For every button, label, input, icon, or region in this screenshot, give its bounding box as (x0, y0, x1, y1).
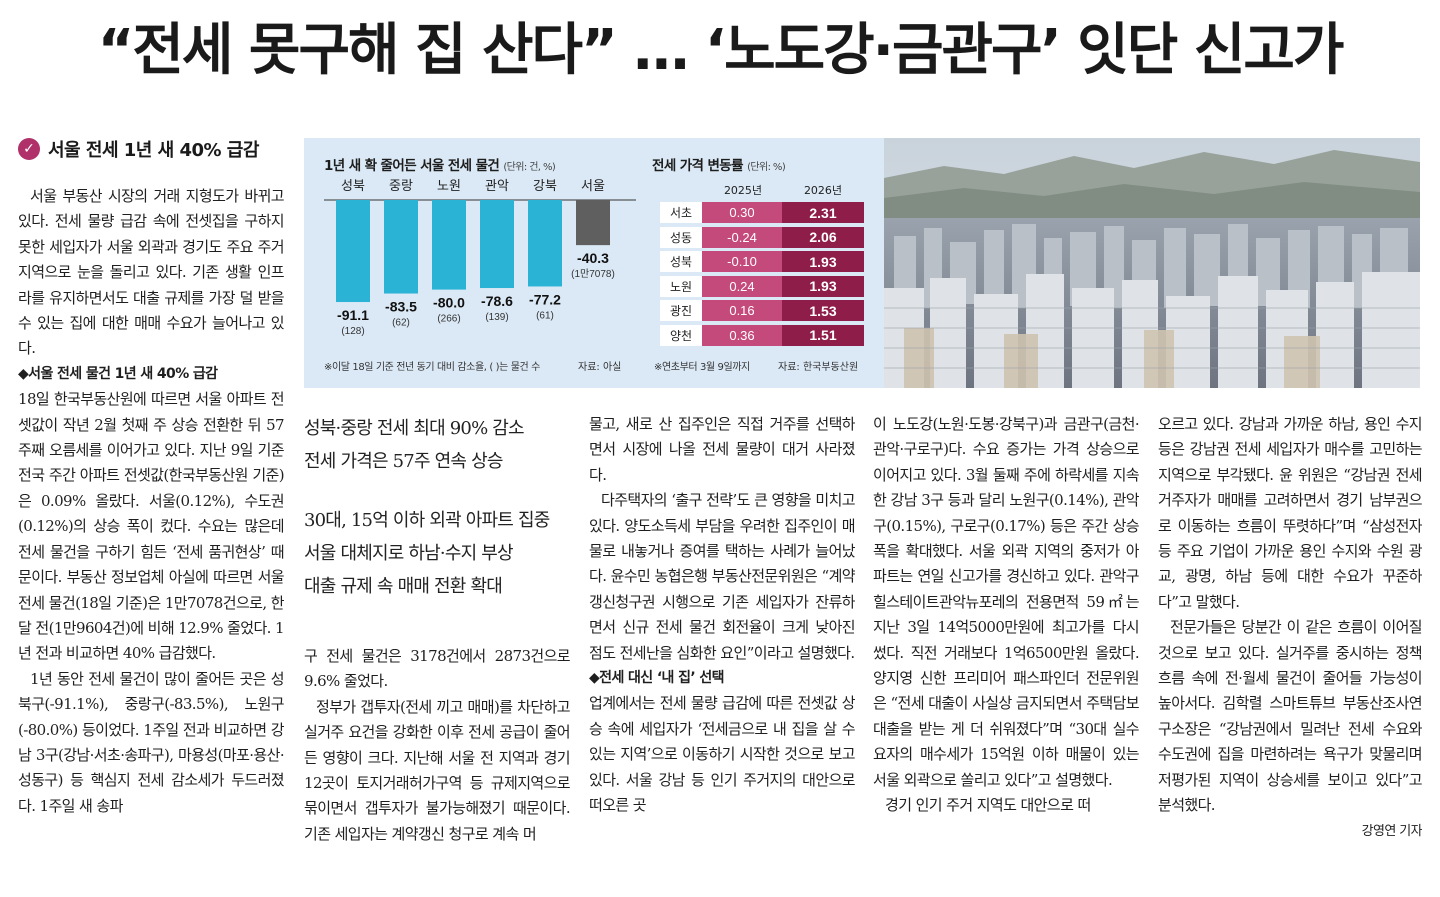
data-label: -77.2 (529, 291, 561, 307)
count-label: (1만7078) (571, 268, 615, 280)
district-name: 서초 (660, 202, 702, 223)
body-column-1: 서울 부동산 시장의 거래 지형도가 바뀌고 있다. 전세 물량 급감 속에 전… (18, 184, 284, 874)
deck-line: 서울 대체지로 하남·수지 부상 (304, 543, 514, 564)
paragraph: 전문가들은 당분간 이 같은 흐름이 이어질 것으로 보고 있다. 실거주를 중… (1158, 618, 1422, 815)
chart2-note: ※연초부터 3월 9일까지 (654, 362, 750, 373)
deck-line: 전세 가격은 57주 연속 상승 (304, 451, 503, 472)
table-row: 노원 0.24 1.93 (660, 275, 864, 297)
district-name: 광진 (660, 300, 702, 321)
category-label: 중랑 (389, 179, 413, 194)
data-bar (528, 200, 562, 287)
table-row: 광진 0.16 1.53 (660, 300, 864, 321)
chart1-source: 자료: 아실 (578, 362, 622, 373)
district-name: 양천 (660, 324, 702, 346)
sub-headline: ✓ 서울 전세 1년 새 40% 급감 (18, 134, 288, 164)
count-label: (61) (536, 310, 554, 321)
deck-line: 성북·중랑 전세 최대 90% 감소 (304, 418, 525, 439)
data-label: -78.6 (481, 293, 513, 309)
chart1-title-text: 1년 새 확 줄어든 서울 전세 물건 (324, 158, 500, 174)
sub-headline-text: 서울 전세 1년 새 40% 급감 (48, 140, 259, 161)
value-2025: 0.30 (702, 202, 782, 223)
body-column-4: 이 노도강(노원·도봉·강북구)과 금관구(금천·관악·구로구)다. 수요 증가… (873, 412, 1139, 877)
deck-line: 30대, 15억 이하 외곽 아파트 집중 (304, 510, 550, 531)
paragraph: 이 노도강(노원·도봉·강북구)과 금관구(금천·관악·구로구)다. 수요 증가… (873, 415, 1139, 789)
body-column-5: 오르고 있다. 강남과 가까운 하남, 용인 수지 등은 강남권 전세 세입자가… (1158, 412, 1422, 877)
district-name: 성동 (660, 226, 702, 248)
data-bar (432, 200, 466, 290)
chart1-note: ※이달 18일 기준 전년 동기 대비 감소율, ( )는 물건 수 (324, 362, 540, 373)
data-bar (480, 200, 514, 289)
category-label: 서울 (581, 179, 605, 194)
category-label: 성북 (341, 179, 365, 194)
column-header-2025: 2025년 (723, 184, 763, 197)
deck-group-2: 30대, 15억 이하 외곽 아파트 집중 서울 대체지로 하남·수지 부상 대… (304, 504, 572, 603)
chart2-title-text: 전세 가격 변동률 (652, 158, 744, 174)
value-2025: -0.10 (702, 251, 782, 272)
chart1-unit: (단위: 건, %) (503, 162, 556, 173)
district-name: 성북 (660, 251, 702, 272)
price-change-table: 서초 0.30 2.31 성동 -0.24 2.06 성북 -0.10 1.93 노원 0.24 1.… (660, 202, 864, 349)
data-label: -83.5 (385, 299, 417, 315)
byline: 강영연 기자 (1361, 823, 1422, 839)
seoul-apartments-photo (884, 138, 1420, 388)
count-label: (62) (392, 318, 410, 329)
chart1-title: 1년 새 확 줄어든 서울 전세 물건 (단위: 건, %) (324, 154, 556, 174)
value-2025: 0.16 (702, 300, 782, 321)
paragraph: 경기 인기 주거 지역도 대안으로 떠 (885, 796, 1091, 815)
paragraph: 구 전세 물건은 3178건에서 2873건으로 9.6% 줄었다. (304, 647, 570, 691)
data-bar (384, 200, 418, 294)
count-label: (128) (341, 326, 364, 337)
paragraph: 물고, 새로 산 집주인은 직접 거주를 선택하면서 시장에 나올 전세 물량이… (589, 415, 855, 484)
table-row: 성북 -0.10 1.93 (660, 251, 864, 272)
data-label: -40.3 (577, 250, 609, 266)
paragraph: 오르고 있다. 강남과 가까운 하남, 용인 수지 등은 강남권 전세 세입자가… (1158, 415, 1422, 611)
paragraph: 18일 한국부동산원에 따르면 서울 아파트 전셋값이 작년 2월 첫째 주 상… (18, 390, 284, 663)
value-2026: 1.53 (782, 300, 864, 321)
paragraph: 정부가 갭투자(전세 끼고 매매)를 차단하고 실거주 요건을 강화한 이후 전… (304, 697, 570, 843)
district-name: 노원 (660, 275, 702, 297)
supply-decline-chart: 성북 -91.1 (128) 중랑 -83.5 (62) 노원 -80.0 (266) 관악 -78… (320, 176, 640, 352)
infographic-panel: 1년 새 확 줄어든 서울 전세 물건 (단위: 건, %) 성북 -91.1 (1… (304, 138, 884, 388)
supply-decline-svg: 성북 -91.1 (128) 중랑 -83.5 (62) 노원 -80.0 (266) 관악 -78… (324, 179, 636, 337)
table-row: 서초 0.30 2.31 (660, 202, 864, 223)
data-label: -91.1 (337, 307, 369, 323)
paragraph: 서울 부동산 시장의 거래 지형도가 바뀌고 있다. 전세 물량 급감 속에 전… (18, 187, 284, 358)
table-row: 성동 -0.24 2.06 (660, 226, 864, 248)
count-label: (139) (485, 312, 508, 323)
chart2-source: 자료: 한국부동산원 (778, 362, 859, 373)
body-column-3: 물고, 새로 산 집주인은 직접 거주를 선택하면서 시장에 나올 전세 물량이… (589, 412, 855, 877)
data-bar (576, 200, 610, 246)
value-2025: 0.36 (702, 324, 782, 346)
chart2-unit: (단위: %) (747, 162, 786, 173)
article-headline: “전세 못구해 집 산다” … ‘노도강·금관구’ 잇단 신고가 (97, 18, 1345, 83)
check-icon: ✓ (18, 138, 40, 160)
category-label: 강북 (533, 179, 557, 194)
table-row: 양천 0.36 1.51 (660, 324, 864, 346)
paragraph: 다주택자의 ‘출구 전략’도 큰 영향을 미치고 있다. 양도소득세 부담을 우… (589, 491, 855, 662)
value-2025: -0.24 (702, 226, 782, 248)
deck-group-1: 성북·중랑 전세 최대 90% 감소 전세 가격은 57주 연속 상승 (304, 412, 572, 478)
section-marker: ◆전세 대신 ‘내 집’ 선택 (589, 670, 725, 687)
chart2-title: 전세 가격 변동률 (단위: %) (652, 154, 786, 174)
column-header-2026: 2026년 (803, 184, 843, 197)
data-bar (336, 200, 370, 303)
data-label: -80.0 (433, 295, 465, 311)
value-2026: 2.06 (782, 226, 864, 248)
section-marker: ◆서울 전세 물건 1년 새 40% 급감 (18, 365, 218, 382)
value-2025: 0.24 (702, 275, 782, 297)
category-label: 노원 (437, 179, 461, 194)
deck-line: 대출 규제 속 매매 전환 확대 (304, 576, 503, 597)
paragraph: 1년 동안 전세 물건이 많이 줄어든 곳은 성북구(-91.1%), 중랑구(… (18, 669, 284, 815)
category-label: 관악 (485, 179, 509, 194)
body-column-2: 구 전세 물건은 3178건에서 2873건으로 9.6% 줄었다. 정부가 갭… (304, 644, 570, 879)
value-2026: 1.51 (782, 324, 864, 346)
sub-decks: 성북·중랑 전세 최대 90% 감소 전세 가격은 57주 연속 상승 30대,… (304, 412, 572, 629)
value-2026: 2.31 (782, 202, 864, 223)
count-label: (266) (437, 314, 460, 325)
value-2026: 1.93 (782, 275, 864, 297)
value-2026: 1.93 (782, 251, 864, 272)
cityscape-image (884, 138, 1420, 388)
paragraph: 업계에서는 전세 물량 급감에 따른 전셋값 상승 속에 세입자가 ‘전세금으로… (589, 694, 855, 815)
